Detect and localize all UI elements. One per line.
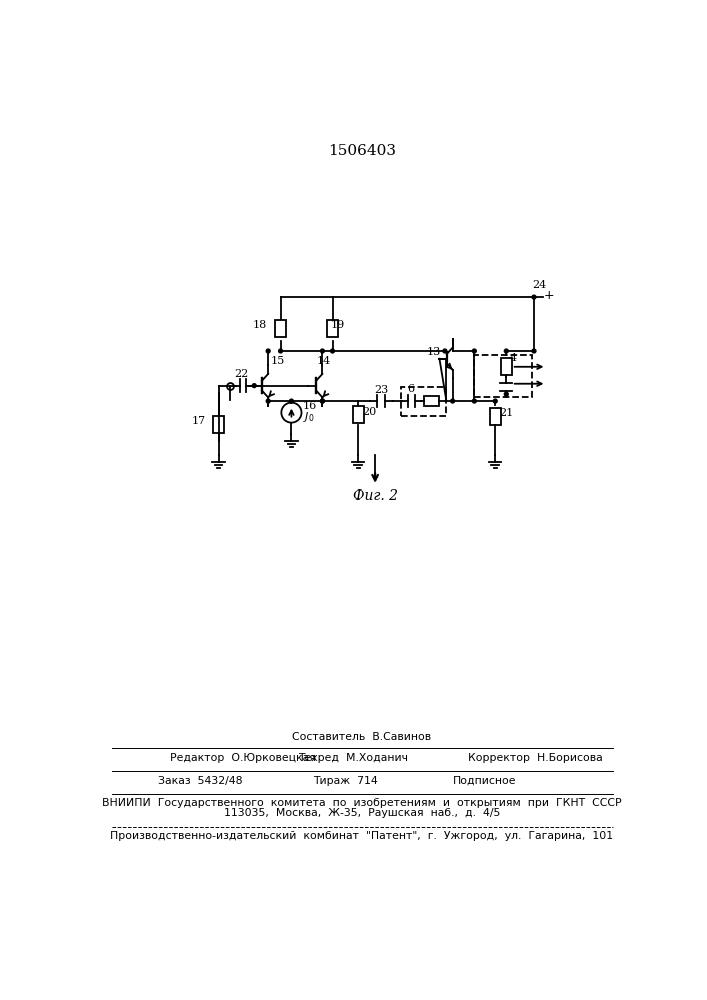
Circle shape (279, 349, 283, 353)
Text: +: + (544, 289, 555, 302)
Circle shape (320, 399, 325, 403)
Circle shape (493, 399, 497, 403)
Circle shape (320, 349, 325, 353)
Bar (353, 406, 363, 423)
Circle shape (331, 349, 334, 353)
Text: Составитель  В.Савинов: Составитель В.Савинов (293, 732, 431, 742)
Bar (327, 320, 338, 337)
Text: 23: 23 (374, 385, 388, 395)
Text: 15: 15 (271, 356, 285, 366)
Text: Фиг. 2: Фиг. 2 (353, 489, 397, 503)
Text: Корректор  Н.Борисова: Корректор Н.Борисова (468, 753, 603, 763)
Circle shape (450, 399, 455, 403)
Text: 14: 14 (316, 356, 330, 366)
Text: 16: 16 (303, 401, 317, 411)
Text: 21: 21 (499, 408, 513, 418)
Circle shape (289, 399, 293, 403)
Text: $J_0$: $J_0$ (303, 410, 315, 424)
Bar (490, 408, 501, 425)
Text: 6: 6 (407, 384, 414, 394)
Bar (474, 355, 532, 397)
Text: 4: 4 (509, 353, 516, 363)
Text: 113035,  Москва,  Ж-35,  Раушская  наб.,  д.  4/5: 113035, Москва, Ж-35, Раушская наб., д. … (223, 808, 500, 818)
Text: Тираж  714: Тираж 714 (313, 776, 378, 786)
Text: Подписное: Подписное (452, 776, 516, 786)
Bar (424, 396, 440, 406)
Text: 17: 17 (192, 416, 206, 426)
Text: 19: 19 (331, 320, 345, 330)
Text: Техред  М.Ходанич: Техред М.Ходанич (298, 753, 408, 763)
Bar (401, 387, 446, 416)
Circle shape (252, 384, 256, 388)
Circle shape (504, 392, 508, 396)
Text: ВНИИПИ  Государственного  комитета  по  изобретениям  и  открытиям  при  ГКНТ  С: ВНИИПИ Государственного комитета по изоб… (102, 798, 621, 808)
Circle shape (267, 399, 270, 403)
Text: 13: 13 (426, 347, 440, 357)
Circle shape (443, 349, 447, 353)
Circle shape (281, 403, 301, 423)
Circle shape (472, 349, 477, 353)
Bar (275, 320, 286, 337)
Text: Редактор  О.Юрковецкая: Редактор О.Юрковецкая (170, 753, 315, 763)
Circle shape (532, 295, 536, 299)
Text: 24: 24 (532, 280, 547, 290)
Circle shape (320, 399, 325, 403)
Text: Производственно-издательский  комбинат  "Патент",  г.  Ужгород,  ул.  Гагарина, : Производственно-издательский комбинат "П… (110, 831, 614, 841)
Text: Заказ  5432/48: Заказ 5432/48 (158, 776, 243, 786)
Bar (501, 358, 512, 375)
Text: 1506403: 1506403 (328, 144, 396, 158)
Text: 18: 18 (252, 320, 267, 330)
Text: 22: 22 (234, 369, 248, 379)
Circle shape (472, 399, 477, 403)
Circle shape (504, 349, 508, 353)
Text: 20: 20 (362, 407, 376, 417)
Circle shape (267, 349, 270, 353)
Bar (213, 416, 224, 433)
Circle shape (532, 349, 536, 353)
